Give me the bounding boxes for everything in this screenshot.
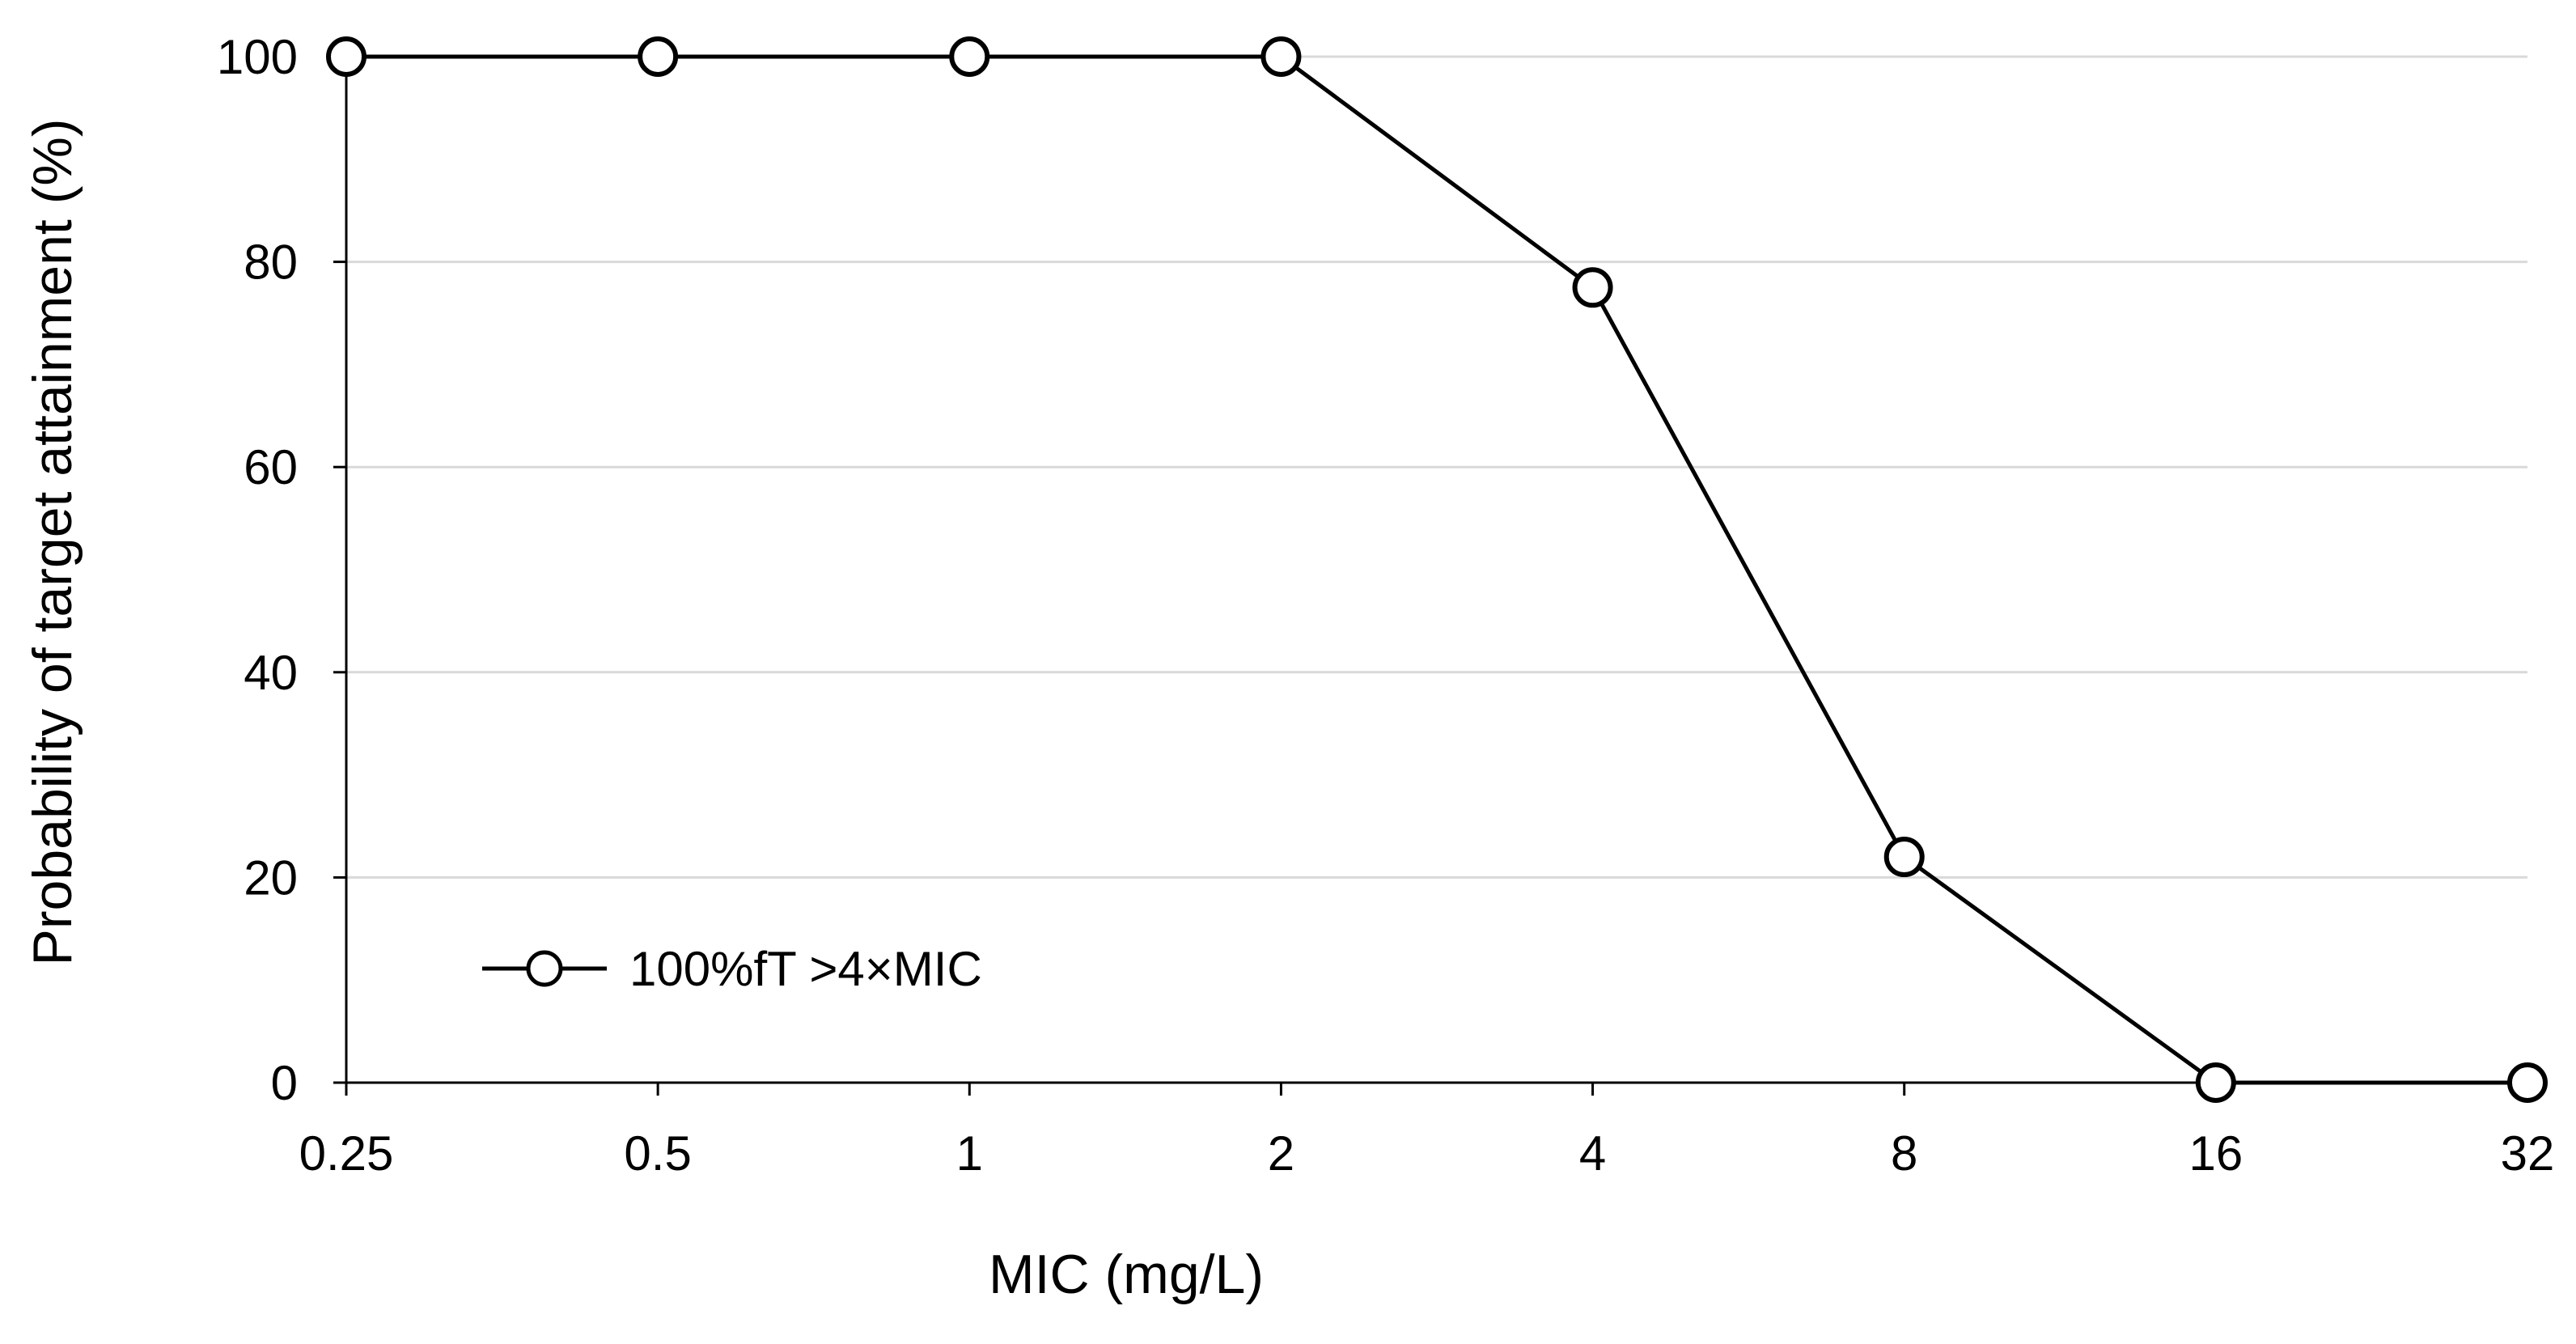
y-tick-label: 80 — [244, 235, 298, 290]
data-point — [1572, 267, 1613, 308]
x-tick-label: 0.25 — [299, 1126, 394, 1181]
data-point — [2507, 1062, 2548, 1103]
axes: 0 20 40 60 80 100 0.25 0.5 1 2 4 8 16 32 — [217, 30, 2554, 1181]
legend-marker-swatch — [526, 950, 563, 987]
y-axis-title: Probability of target attainment (%) — [22, 119, 83, 966]
x-tick-label: 0.5 — [624, 1126, 691, 1181]
x-tick-label: 1 — [956, 1126, 983, 1181]
y-tick-label: 60 — [244, 440, 298, 494]
data-point — [1260, 36, 1302, 77]
x-tick-label: 2 — [1268, 1126, 1294, 1181]
legend-label: 100%fT >4×MIC — [629, 942, 982, 996]
data-point — [2195, 1062, 2236, 1103]
data-point — [638, 36, 679, 77]
x-axis-title: MIC (mg/L) — [989, 1244, 1264, 1305]
legend: 100%fT >4×MIC — [482, 942, 982, 996]
data-point — [949, 36, 990, 77]
gridlines — [346, 55, 2527, 879]
data-point — [1883, 837, 1925, 878]
series — [326, 36, 2548, 1103]
x-tick-label: 4 — [1579, 1126, 1606, 1181]
data-point — [326, 36, 366, 77]
x-tick-label: 32 — [2501, 1126, 2555, 1181]
y-tick-label: 100 — [217, 30, 298, 84]
y-tick-label: 0 — [271, 1056, 298, 1110]
x-tick-label: 8 — [1891, 1126, 1917, 1181]
x-tick-label: 16 — [2188, 1126, 2243, 1181]
y-tick-label: 40 — [244, 646, 298, 700]
series-line — [346, 54, 2527, 1085]
y-tick-label: 20 — [244, 850, 298, 905]
